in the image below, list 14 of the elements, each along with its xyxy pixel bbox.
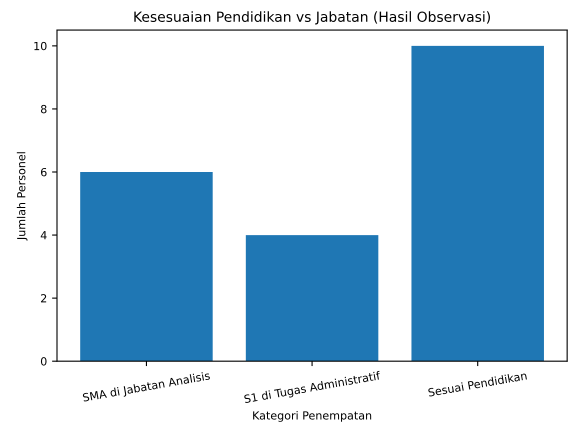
y-tick-label: 0 bbox=[40, 357, 47, 366]
y-tick-label: 2 bbox=[41, 294, 46, 302]
y-tick-label: 8 bbox=[40, 104, 47, 114]
y-axis-title: Jumlah Personel bbox=[16, 152, 28, 241]
x-tick-label: SMA di Jabatan Analisis bbox=[82, 371, 211, 404]
x-tick-label: Sesuai Pendidikan bbox=[428, 371, 527, 397]
y-tick-label: 10 bbox=[34, 42, 47, 50]
x-axis-title: Kategori Penempatan bbox=[253, 411, 372, 422]
bar bbox=[411, 46, 544, 362]
y-tick-label: 6 bbox=[40, 168, 47, 176]
bar bbox=[246, 235, 378, 362]
y-tick-label: 4 bbox=[40, 231, 47, 240]
chart-title: Kesesuaian Pendidikan vs Jabatan (Hasil Observasi) bbox=[134, 11, 490, 25]
bar bbox=[80, 172, 213, 362]
